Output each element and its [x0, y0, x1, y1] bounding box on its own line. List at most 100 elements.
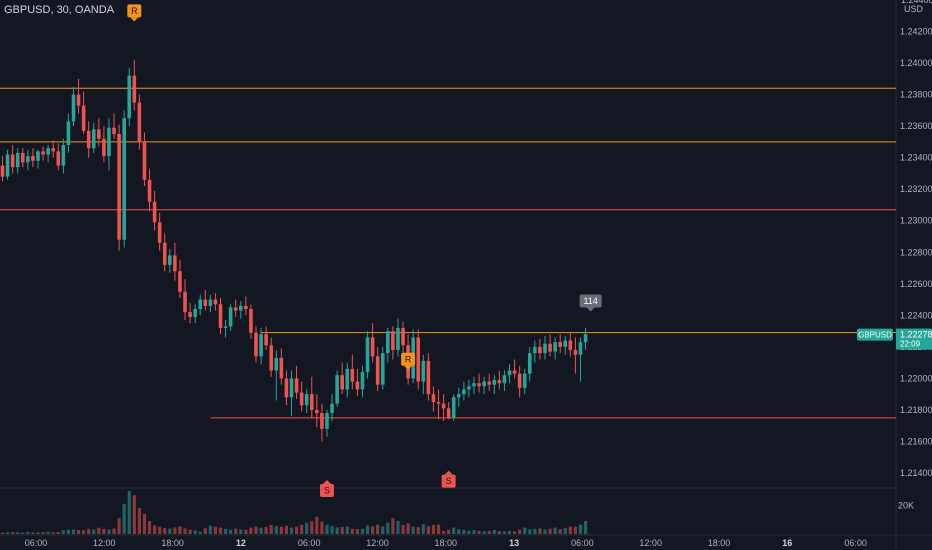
volume-bar — [41, 532, 45, 534]
candle-body — [360, 372, 365, 390]
candle-body — [122, 118, 126, 240]
time-tick-label: 13 — [509, 538, 519, 548]
volume-bar — [482, 531, 486, 534]
symbol-title: GBPUSD, 30, OANDA — [4, 4, 115, 16]
candle-body — [152, 201, 157, 223]
candle-body — [137, 102, 142, 142]
volume-bar — [127, 490, 131, 534]
volume-bar — [244, 529, 248, 534]
candle-body — [365, 337, 370, 373]
candle-body — [472, 383, 476, 387]
candle-body — [578, 342, 583, 355]
volume-bar — [36, 532, 40, 534]
volume-bar — [46, 531, 50, 534]
volume-bar — [573, 526, 578, 534]
time-tick-label: 06:00 — [25, 538, 48, 548]
candle-body — [512, 370, 517, 374]
volume-bar — [87, 528, 91, 534]
marker-box — [127, 4, 142, 18]
volume-bar — [452, 527, 456, 534]
candle-body — [218, 304, 223, 328]
candle-body — [198, 299, 203, 310]
candle-body — [162, 242, 167, 265]
candle-body — [355, 381, 360, 390]
candle-body — [61, 145, 66, 166]
candle-body — [81, 105, 86, 131]
volume-bar — [122, 503, 126, 534]
candle-body — [107, 127, 111, 157]
volume-bar — [178, 526, 182, 534]
volume-bar — [168, 528, 172, 534]
signal-marker-S: S — [319, 480, 334, 498]
volume-bar — [330, 526, 334, 534]
candle-body — [264, 334, 268, 346]
volume-bar — [548, 528, 552, 534]
horizontal-levels — [0, 87, 896, 419]
candle-body — [15, 152, 20, 168]
volume-bar — [563, 527, 567, 534]
candle-body — [173, 255, 177, 272]
volume-bar — [543, 529, 547, 534]
volume-bar — [300, 524, 304, 534]
candle-body — [203, 299, 208, 306]
volume-bar — [249, 527, 253, 534]
volume-bar — [396, 520, 400, 534]
volume-bar — [345, 526, 349, 534]
candle-body — [320, 413, 324, 429]
volume-bar — [371, 526, 375, 534]
price-tick-label: 1.23200 — [900, 184, 932, 194]
candle-body — [31, 156, 35, 161]
volume-bar — [51, 532, 55, 534]
candle-body — [426, 361, 431, 395]
marker-box — [401, 352, 416, 366]
volume-bar — [158, 526, 162, 534]
volume-bar — [431, 524, 436, 534]
candle-body — [583, 334, 588, 343]
candle-body — [213, 299, 218, 305]
candle-body — [117, 134, 121, 240]
time-tick-label: 18:00 — [708, 538, 731, 548]
time-tick-label: 12:00 — [639, 538, 662, 548]
candle-body — [543, 343, 547, 354]
candle-body — [507, 370, 512, 376]
volume-bar — [56, 532, 60, 534]
candle-body — [462, 389, 466, 395]
volume-bar — [467, 530, 471, 534]
volume-bar — [360, 528, 365, 534]
current-price-box — [896, 328, 932, 350]
marker-box — [579, 294, 602, 308]
candle-body — [289, 378, 294, 398]
volume-bar — [335, 527, 339, 534]
signal-marker-114: 114 — [579, 294, 602, 312]
candle-body — [223, 326, 228, 328]
candle-body — [380, 353, 385, 385]
volume-bar — [350, 528, 354, 534]
candle-body — [238, 305, 243, 311]
volume-bar — [264, 527, 268, 534]
candle-body — [91, 129, 96, 149]
volume-bar — [223, 528, 228, 534]
price-tick-label: 1.22400 — [900, 310, 932, 320]
candle-body — [446, 408, 451, 418]
time-tick-label: 06:00 — [844, 538, 867, 548]
volume-bar — [31, 532, 35, 534]
candle-body — [279, 357, 284, 379]
candle-body — [416, 337, 421, 382]
volume-bar — [142, 513, 147, 534]
price-axis-unit: USD — [904, 4, 924, 14]
candle-body — [147, 179, 152, 202]
volume-bar — [568, 526, 572, 534]
volume-bar — [462, 529, 466, 534]
volume-bar — [507, 530, 512, 534]
volume-bar — [289, 527, 294, 534]
candles — [0, 59, 588, 442]
candle-body — [10, 154, 15, 168]
volume-bar — [147, 521, 152, 534]
candle-body — [299, 392, 304, 406]
volume-bar — [497, 531, 501, 534]
candle-body — [168, 255, 172, 265]
candle-body — [573, 350, 578, 355]
volume-bar — [376, 524, 380, 534]
candle-body — [269, 345, 274, 371]
